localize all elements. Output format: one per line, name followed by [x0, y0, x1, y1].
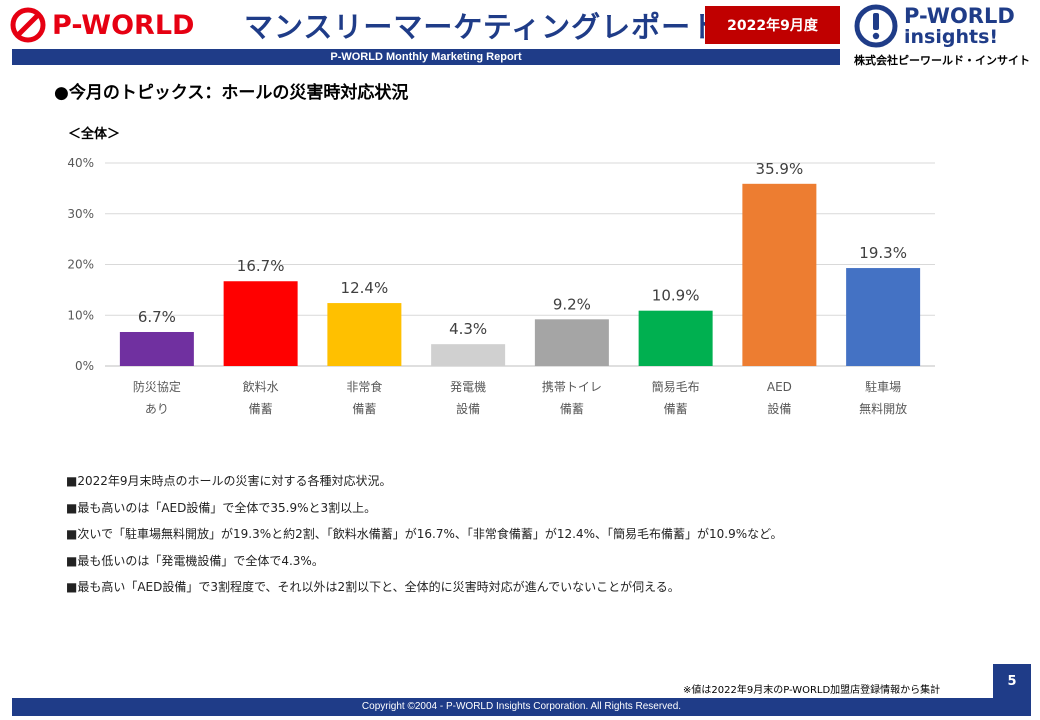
x-tick-label: あり	[145, 402, 169, 416]
note-item: ■次いで「駐車場無料開放」が19.3%と約2割、「飲料水備蓄」が16.7%、「非…	[66, 527, 783, 541]
bar	[327, 303, 402, 366]
bar	[119, 331, 194, 366]
bar-value-label: 12.4%	[341, 279, 389, 297]
logo-right-line2: insights!	[904, 26, 999, 48]
x-tick-label: 発電機	[450, 379, 486, 394]
x-tick-label: 飲料水	[243, 379, 279, 394]
date-badge: 2022年9月度	[705, 6, 840, 44]
x-tick-label: AED	[767, 380, 792, 394]
p-world-insights-logo: P-WORLD insights! 株式会社ピーワールド・インサイト	[852, 2, 1036, 67]
report-subtitle-bar: P-WORLD Monthly Marketing Report	[12, 49, 840, 65]
p-world-logo: P-WORLD	[10, 6, 194, 44]
y-tick-label: 0%	[75, 359, 94, 373]
bar	[638, 310, 713, 366]
note-item: ■最も低いのは「発電機設備」で全体で4.3%。	[66, 553, 324, 568]
chart-title: ＜全体＞	[68, 127, 121, 142]
logo-right-line1: P-WORLD	[904, 4, 1015, 28]
bar	[534, 319, 609, 366]
copyright-bar: Copyright ©2004 - P-WORLD Insights Corpo…	[12, 698, 1031, 716]
no-entry-logo-icon	[10, 7, 46, 43]
bar-value-label: 9.2%	[553, 295, 591, 313]
bar-value-label: 19.3%	[859, 244, 907, 262]
notes-list: ■2022年9月末時点のホールの災害に対する各種対応状況。 ■最も高いのは「AE…	[66, 472, 783, 605]
x-tick-label: 駐車場	[865, 379, 901, 394]
x-tick-label: 非常食	[346, 379, 382, 394]
bar	[846, 268, 921, 366]
x-tick-label: 防災協定	[133, 379, 181, 394]
topic-title: ●今月のトピックス：ホールの災害時対応状況	[54, 83, 409, 103]
bar	[431, 344, 506, 366]
x-tick-label: 備蓄	[560, 401, 584, 416]
company-name: 株式会社ピーワールド・インサイト	[854, 54, 1030, 67]
x-tick-label: 設備	[456, 401, 480, 416]
page-number: 5	[993, 664, 1031, 698]
bar-value-label: 6.7%	[138, 308, 176, 326]
y-tick-label: 30%	[67, 207, 94, 221]
logo-left-text: P-WORLD	[52, 9, 195, 41]
exclamation-logo-icon	[854, 4, 898, 48]
x-tick-label: 備蓄	[249, 401, 273, 416]
report-title: マンスリーマーケティングレポート	[244, 10, 722, 44]
y-tick-label: 20%	[67, 258, 94, 272]
x-tick-label: 携帯トイレ	[542, 379, 602, 394]
note-item: ■最も高いのは「AED設備」で全体で35.9%と3割以上。	[66, 500, 377, 515]
source-note: ※値は2022年9月末のP-WORLD加盟店登録情報から集計	[683, 685, 941, 696]
y-tick-label: 40%	[67, 156, 94, 170]
x-tick-label: 備蓄	[664, 401, 688, 416]
bar	[223, 281, 298, 366]
note-item: ■2022年9月末時点のホールの災害に対する各種対応状況。	[66, 474, 392, 488]
x-tick-label: 備蓄	[352, 401, 376, 416]
x-tick-label: 無料開放	[859, 401, 907, 416]
y-tick-label: 10%	[67, 308, 94, 322]
bar-value-label: 4.3%	[449, 320, 487, 338]
x-tick-label: 簡易毛布	[652, 379, 700, 394]
bar-value-label: 35.9%	[756, 160, 804, 178]
bar	[742, 183, 817, 366]
note-item: ■最も高い「AED設備」で3割程度で、それ以外は2割以下と、全体的に災害時対応が…	[66, 580, 680, 594]
x-tick-label: 設備	[767, 401, 791, 416]
bar-value-label: 16.7%	[237, 257, 285, 275]
bar-value-label: 10.9%	[652, 287, 700, 305]
